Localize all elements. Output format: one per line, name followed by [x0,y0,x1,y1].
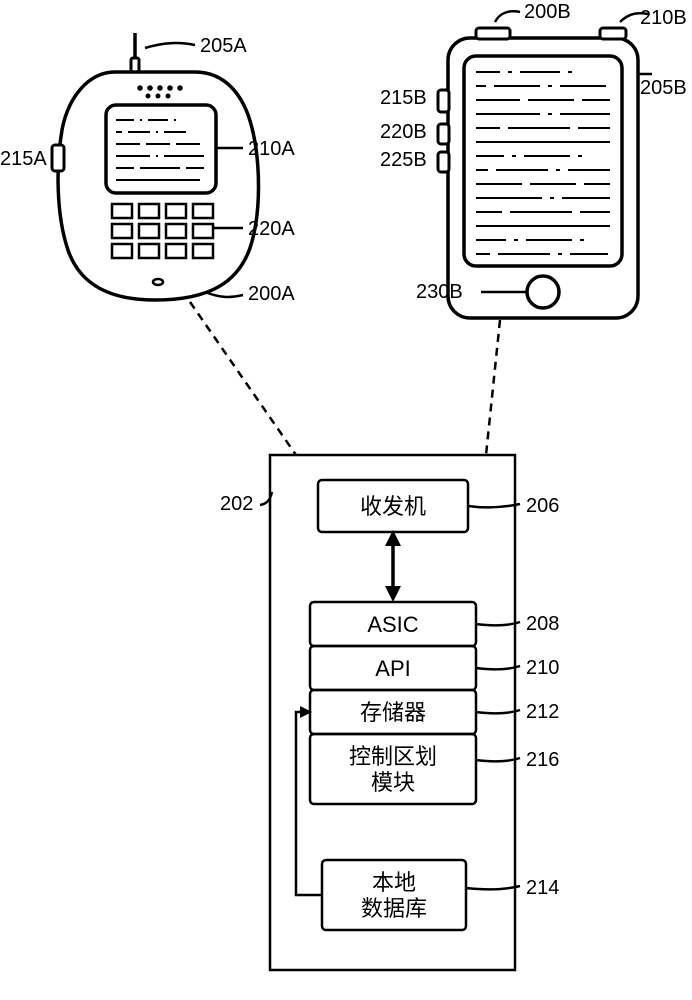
label-216: 216 [526,749,559,771]
device-a: 205A 215A 210A 220A 200A [0,33,295,305]
label-210: 210 [526,657,559,679]
block-api-text: API [375,656,410,681]
block-transceiver-text: 收发机 [360,494,426,519]
device-a-keypad [112,204,213,258]
label-206: 206 [526,495,559,517]
label-205a: 205A [200,35,247,57]
block-asic-text: ASIC [367,612,418,637]
label-210b: 210B [640,7,687,29]
device-b-screen [464,56,622,266]
label-215b: 215B [380,87,427,109]
block-ctrl-text-l2: 模块 [371,770,415,795]
label-220b: 220B [380,121,427,143]
label-225b: 225B [380,149,427,171]
label-230b: 230B [416,281,463,303]
block-memory-text: 存储器 [360,700,426,725]
device-b-home-button [527,276,559,308]
label-202: 202 [220,493,253,515]
platform: 202 收发机 206 ASIC 208 API 210 存储器 212 控制区… [220,455,559,970]
label-214: 214 [526,877,559,899]
label-212: 212 [526,701,559,723]
label-210a: 210A [248,138,295,160]
label-200a: 200A [248,283,295,305]
label-200b: 200B [524,1,571,23]
device-a-side-button [52,145,64,171]
device-b: 200B 210B 205B 215B 220B 225B 230B [380,1,687,318]
label-215a: 215A [0,148,47,170]
block-localdb-text-l1: 本地 [372,870,416,895]
label-220a: 220A [248,218,295,240]
label-208: 208 [526,613,559,635]
block-localdb-text-l2: 数据库 [361,896,427,921]
block-ctrl-text-l1: 控制区划 [349,744,437,769]
label-205b: 205B [640,77,687,99]
